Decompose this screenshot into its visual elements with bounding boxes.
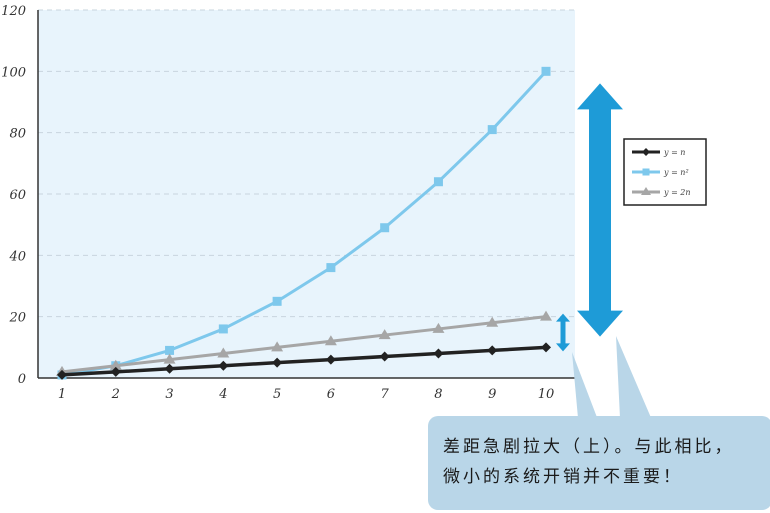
legend-label: y = n	[663, 148, 685, 157]
series-1	[57, 342, 551, 380]
data-point	[642, 168, 650, 176]
x-tick-label: 4	[218, 387, 227, 402]
series-layer	[56, 66, 552, 380]
data-point	[272, 357, 283, 368]
data-point	[487, 125, 497, 135]
data-point	[487, 345, 498, 356]
x-tick-label: 9	[488, 387, 496, 402]
callout-line-1: 差距急剧拉大（上）。与此相比，	[443, 437, 735, 457]
legend-entry-2: y = n²	[632, 168, 689, 177]
data-point	[164, 363, 175, 374]
data-point	[271, 341, 284, 352]
data-point	[433, 177, 443, 187]
axes	[37, 10, 575, 379]
legend-label: y = 2n	[663, 188, 691, 197]
x-axis-ticks: 1 2 3 4 5 6 7 8 9 10	[58, 387, 554, 402]
data-point	[641, 187, 651, 195]
data-point	[218, 324, 228, 334]
data-point	[324, 335, 337, 346]
x-tick-label: 1	[58, 387, 66, 402]
data-point	[57, 369, 67, 380]
callout-tail-left	[572, 352, 598, 420]
data-point	[379, 351, 390, 362]
y-tick-label: 120	[1, 4, 26, 19]
y-tick-label: 20	[8, 311, 26, 326]
gap-arrows	[556, 83, 623, 352]
data-point	[433, 348, 444, 359]
legend-entry-1: y = n	[632, 148, 685, 157]
data-point	[110, 366, 121, 377]
data-point	[218, 360, 229, 371]
x-tick-label: 10	[538, 387, 555, 402]
data-point	[326, 263, 336, 273]
data-point	[540, 310, 552, 321]
x-tick-label: 6	[327, 387, 335, 402]
legend: y = n y = n² y = 2n	[623, 138, 707, 206]
data-point	[272, 296, 282, 306]
y-tick-label: 100	[1, 65, 26, 80]
data-point	[380, 223, 390, 233]
callout-box	[428, 416, 770, 510]
y-tick-label: 40	[8, 249, 26, 264]
data-point	[486, 316, 499, 327]
y-tick-label: 0	[18, 372, 26, 387]
x-tick-label: 8	[434, 387, 442, 402]
data-point	[432, 322, 445, 333]
x-tick-label: 5	[273, 387, 281, 402]
x-tick-label: 2	[111, 387, 120, 402]
data-point	[541, 342, 551, 353]
x-tick-label: 3	[165, 387, 173, 402]
large-gap-arrow	[577, 83, 623, 337]
small-gap-arrow	[556, 313, 570, 352]
callout-bubble	[428, 336, 770, 510]
data-point	[378, 329, 391, 340]
series-line	[61, 345, 547, 377]
data-point	[165, 345, 175, 355]
y-tick-label: 60	[9, 188, 26, 203]
plot-area	[38, 10, 575, 378]
callout-tail-right	[616, 336, 652, 420]
data-point	[642, 148, 650, 156]
x-tick-label: 7	[381, 387, 390, 402]
data-point	[217, 347, 230, 358]
y-axis-ticks: 0 20 40 60 80 100 120	[1, 4, 26, 387]
y-tick-label: 80	[9, 127, 26, 142]
series-line	[61, 70, 548, 377]
callout-text: 差距急剧拉大（上）。与此相比， 微小的系统开销并不重要！	[443, 432, 765, 492]
legend-label: y = n²	[663, 168, 689, 177]
data-point	[163, 353, 176, 364]
data-point	[325, 354, 336, 365]
series-line	[61, 315, 547, 374]
data-point	[541, 66, 551, 76]
legend-entry-3: y = 2n	[632, 187, 691, 197]
data-point	[109, 359, 122, 370]
callout-line-2: 微小的系统开销并不重要！	[443, 467, 683, 487]
